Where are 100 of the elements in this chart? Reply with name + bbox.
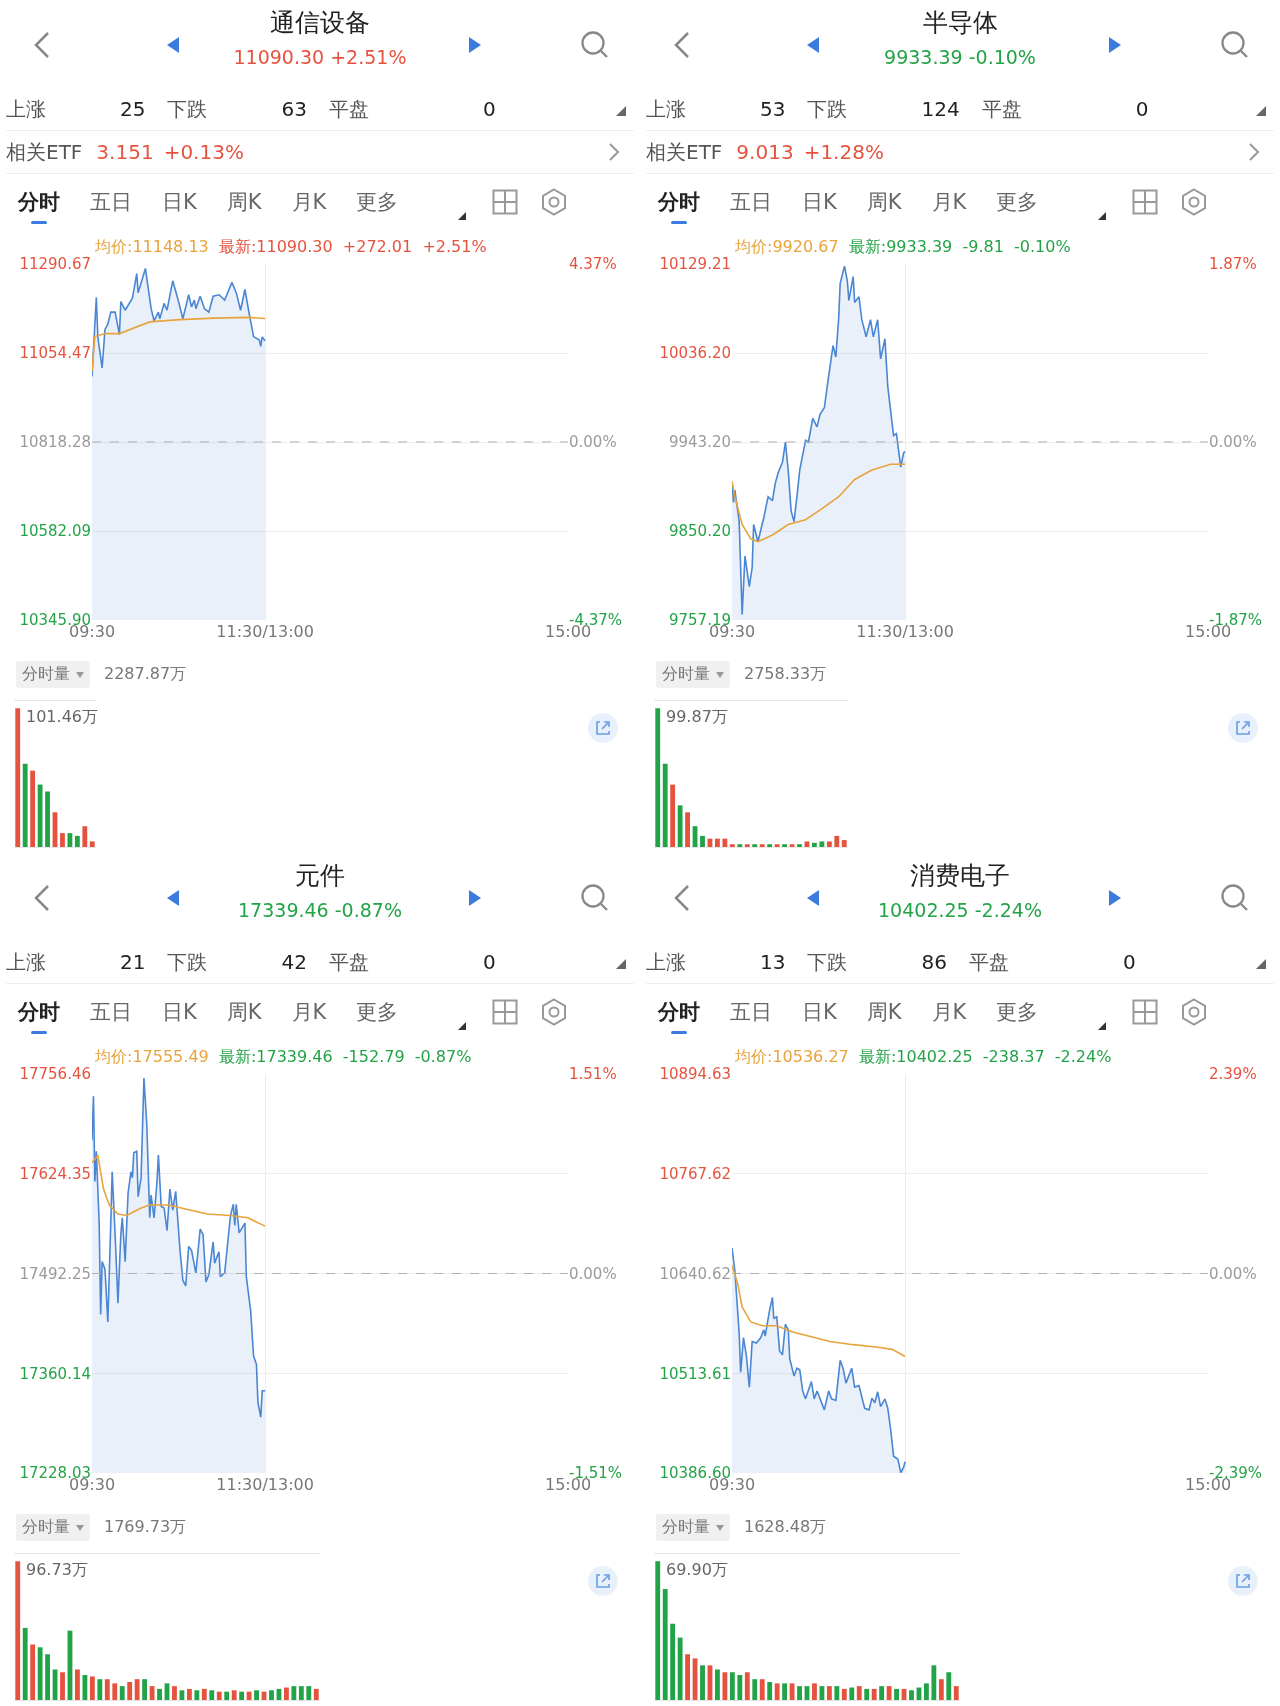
text: 2287.87万 bbox=[104, 664, 187, 685]
text: 42 bbox=[281, 950, 307, 974]
text: 五日 bbox=[730, 189, 772, 216]
text: 平盘 bbox=[328, 948, 369, 976]
text: 日K bbox=[802, 999, 837, 1026]
text: 均价:11148.13 bbox=[94, 237, 209, 256]
text: 上涨 bbox=[6, 948, 46, 976]
text: 86 bbox=[921, 950, 947, 974]
text: -9.81 bbox=[962, 237, 1004, 256]
text: 日K bbox=[802, 189, 837, 216]
text: 2758.33万 bbox=[744, 664, 827, 685]
text: 最新:17339.46 bbox=[218, 1047, 333, 1066]
text: 13 bbox=[760, 950, 786, 974]
text: 分时量 bbox=[16, 661, 90, 688]
y-tick-label: 17756.46 bbox=[19, 1065, 91, 1084]
y-tick-label: 17360.14 bbox=[19, 1364, 91, 1383]
text: 9.013 bbox=[736, 140, 794, 164]
text: 124 bbox=[921, 97, 960, 121]
text: 均价:17555.49 bbox=[94, 1047, 209, 1066]
text: 月K bbox=[291, 189, 327, 216]
y2-tick-label: 0.00% bbox=[1209, 1264, 1257, 1283]
text: 相关ETF bbox=[6, 138, 83, 166]
text: 元件 bbox=[294, 860, 346, 892]
text: 0 bbox=[482, 97, 496, 121]
text: 均价:10536.27 bbox=[734, 1047, 849, 1066]
text: 0 bbox=[482, 950, 496, 974]
text: 日K bbox=[162, 189, 197, 216]
text: 下跌 bbox=[807, 948, 848, 976]
text: 分时 bbox=[18, 999, 60, 1026]
text: 63 bbox=[281, 97, 307, 121]
y-tick-label: 11054.47 bbox=[19, 344, 91, 363]
text: 25 bbox=[120, 97, 146, 121]
text: 最新:9933.39 bbox=[848, 237, 953, 256]
y-tick-label: 9943.20 bbox=[668, 433, 731, 452]
y2-tick-label: 0.00% bbox=[569, 433, 617, 452]
text: 最新:10402.25 bbox=[858, 1047, 973, 1066]
text: 下跌 bbox=[807, 95, 848, 123]
text: -238.37 bbox=[982, 1047, 1045, 1066]
text: 0 bbox=[1135, 97, 1149, 121]
text: 更多 bbox=[996, 189, 1039, 216]
text: 通信设备 bbox=[269, 7, 371, 39]
y-tick-label: 10894.63 bbox=[659, 1065, 731, 1084]
text: 分时 bbox=[658, 189, 700, 216]
text: 分时量 bbox=[656, 1514, 730, 1541]
text: -0.87% bbox=[414, 1047, 472, 1066]
text: 半导体 bbox=[921, 7, 999, 39]
text: 9933.39 -0.10% bbox=[883, 46, 1037, 68]
y-tick-label: 17492.25 bbox=[19, 1264, 91, 1283]
text: 分时 bbox=[18, 189, 60, 216]
text: 消费电子 bbox=[909, 860, 1011, 892]
text: 10402.25 -2.24% bbox=[877, 899, 1043, 921]
x-tick-label: 11:30/13:00 bbox=[856, 622, 954, 641]
y2-tick-label: 4.37% bbox=[569, 255, 617, 274]
text: 月K bbox=[931, 189, 967, 216]
text: 更多 bbox=[356, 999, 399, 1026]
text: 1628.48万 bbox=[744, 1517, 827, 1538]
text: 五日 bbox=[90, 189, 132, 216]
text: 周K bbox=[226, 189, 262, 216]
y2-tick-label: 1.51% bbox=[569, 1065, 617, 1084]
text: 1769.73万 bbox=[104, 1517, 187, 1538]
text: 最新:11090.30 bbox=[218, 237, 333, 256]
text: 平盘 bbox=[968, 948, 1009, 976]
annotation: 96.73万 bbox=[26, 1560, 88, 1579]
text: 下跌 bbox=[167, 95, 208, 123]
text: 21 bbox=[120, 950, 146, 974]
y-tick-label: 10036.20 bbox=[659, 344, 731, 363]
y2-tick-label: 0.00% bbox=[569, 1264, 617, 1283]
text: 17339.46 -0.87% bbox=[237, 899, 403, 921]
text: 周K bbox=[226, 999, 262, 1026]
y-tick-label: 10640.62 bbox=[659, 1264, 731, 1283]
text: 分时量 bbox=[656, 661, 730, 688]
text: 3.151 bbox=[96, 140, 154, 164]
text: 月K bbox=[291, 999, 327, 1026]
y-tick-label: 11290.67 bbox=[19, 255, 91, 274]
x-tick-label: 11:30/13:00 bbox=[216, 1475, 314, 1494]
text: +272.01 bbox=[342, 237, 413, 256]
text: +1.28% bbox=[803, 140, 884, 164]
annotation: 101.46万 bbox=[26, 707, 98, 726]
text: -0.10% bbox=[1014, 237, 1071, 256]
text: 周K bbox=[866, 999, 902, 1026]
y-tick-label: 17624.35 bbox=[19, 1165, 91, 1183]
text: 上涨 bbox=[6, 95, 46, 123]
text: 分时量 bbox=[16, 1514, 90, 1541]
text: 月K bbox=[931, 999, 967, 1026]
text: 平盘 bbox=[981, 95, 1022, 123]
text: -152.79 bbox=[342, 1047, 405, 1066]
text: 下跌 bbox=[167, 948, 208, 976]
text: 分时 bbox=[658, 999, 700, 1026]
y-tick-label: 10513.61 bbox=[659, 1364, 731, 1383]
text: 上涨 bbox=[646, 948, 686, 976]
text: 均价:9920.67 bbox=[734, 237, 839, 256]
y-tick-label: 9850.20 bbox=[668, 522, 731, 541]
text: 平盘 bbox=[328, 95, 369, 123]
text: 0 bbox=[1122, 950, 1136, 974]
text: +0.13% bbox=[163, 140, 244, 164]
x-tick-label: 11:30/13:00 bbox=[216, 622, 314, 641]
text: 更多 bbox=[996, 999, 1039, 1026]
text: 53 bbox=[760, 97, 786, 121]
text: 周K bbox=[866, 189, 902, 216]
text: 日K bbox=[162, 999, 197, 1026]
